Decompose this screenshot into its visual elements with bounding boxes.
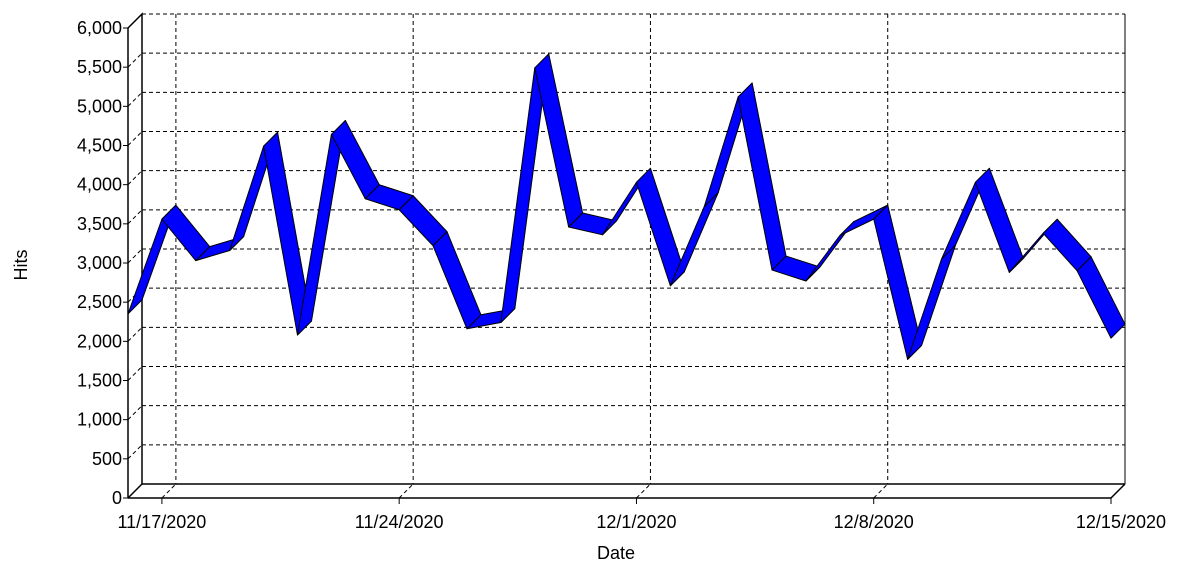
x-tick-label: 12/8/2020	[834, 512, 914, 532]
x-tick-label: 11/17/2020	[118, 512, 207, 532]
series-ribbon	[127, 53, 1126, 360]
x-tick-label: 11/24/2020	[355, 512, 444, 532]
series-segment	[1076, 256, 1126, 339]
y-gridline-side	[127, 248, 143, 264]
series-segment	[1042, 218, 1092, 272]
y-gridline-side	[127, 326, 143, 342]
y-tick-label: 5,000	[77, 96, 122, 116]
series-segment	[737, 82, 787, 271]
y-tick-label: 1,500	[77, 371, 122, 391]
x-tick-label: 12/1/2020	[596, 512, 676, 532]
y-axis-title: Hits	[11, 250, 31, 281]
y-gridline-side	[127, 52, 143, 68]
y-gridline-side	[127, 405, 143, 421]
x-gridline-floor	[398, 483, 414, 499]
grid	[127, 13, 1126, 499]
y-tick-label: 2,500	[77, 292, 122, 312]
y-gridline-side	[127, 209, 143, 225]
series-segment	[873, 204, 923, 360]
y-axis-ticks: 0 500 1,000 1,500 2,000 2,500 3,000 3,500 4,000 4…	[77, 18, 128, 508]
y-gridline-side	[127, 366, 143, 381]
series-segment	[534, 53, 584, 228]
series-segment	[432, 231, 482, 330]
y-tick-label: 0	[112, 488, 122, 508]
y-tick-label: 3,000	[77, 253, 122, 273]
y-gridline-side	[127, 170, 143, 186]
x-tick-label: 12/15/2020	[1076, 512, 1166, 532]
y-tick-label: 3,500	[77, 214, 122, 234]
y-gridline-side	[127, 91, 143, 107]
y-gridline-side	[127, 131, 143, 146]
y-tick-label: 4,500	[77, 136, 122, 156]
x-axis-title: Date	[597, 543, 635, 563]
series-segment	[296, 120, 346, 336]
x-gridline-floor	[636, 483, 651, 499]
x-gridline-floor	[161, 483, 177, 499]
series-segment	[907, 244, 957, 360]
y-tick-label: 4,000	[77, 175, 122, 195]
series-segment	[974, 167, 1024, 273]
floor-right-edge	[1110, 483, 1126, 499]
floor-left-edge	[127, 483, 143, 499]
y-tick-label: 2,000	[77, 331, 122, 351]
y-tick-label: 500	[92, 449, 122, 469]
y-tick-label: 5,500	[77, 57, 122, 77]
y-tick-label: 1,000	[77, 410, 122, 430]
y-tick-label: 6,000	[77, 18, 122, 38]
plot-frame	[127, 12, 1126, 499]
series-segment	[669, 192, 719, 287]
series-segment	[635, 167, 685, 287]
y-gridline-side	[127, 444, 143, 460]
series-segment	[161, 204, 211, 262]
x-gridline-floor	[873, 483, 889, 499]
x-axis-ticks: 11/17/2020 11/24/2020 12/1/2020 12/8/2020 12…	[118, 498, 1166, 532]
back-wall-frame	[127, 12, 1125, 485]
